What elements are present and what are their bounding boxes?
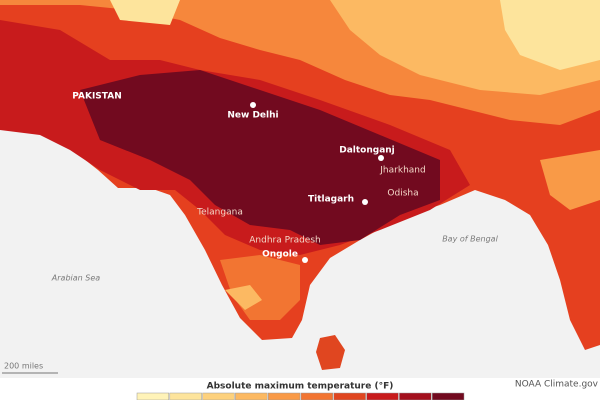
legend-swatch xyxy=(399,392,432,400)
legend-swatch xyxy=(366,392,399,400)
credit: NOAA Climate.gov xyxy=(515,380,599,390)
region-label: Andhra Pradesh xyxy=(249,236,320,246)
scale-label: 200 miles xyxy=(4,362,43,371)
sea-label: Bay of Bengal xyxy=(442,235,498,244)
country-label: PAKISTAN xyxy=(72,92,121,102)
legend-title: Absolute maximum temperature (°F) xyxy=(207,382,394,392)
sea-label: Arabian Sea xyxy=(51,274,100,283)
legend-swatch xyxy=(333,392,366,400)
city-label: Ongole xyxy=(262,250,298,260)
region-label: Telangana xyxy=(196,208,243,218)
city-label: Daltonganj xyxy=(339,146,395,156)
legend-swatch xyxy=(300,392,334,400)
legend-swatch xyxy=(202,392,235,400)
land xyxy=(0,0,600,370)
legend xyxy=(136,392,465,400)
region-label: Odisha xyxy=(387,189,418,199)
legend-swatch xyxy=(267,392,301,400)
legend-swatch xyxy=(235,392,268,400)
legend-swatch xyxy=(431,392,465,400)
city-label: New Delhi xyxy=(227,111,278,121)
legend-swatch xyxy=(136,392,170,400)
city-markers xyxy=(250,102,384,263)
region-label: Jharkhand xyxy=(379,166,425,176)
city-label: Titlagarh xyxy=(308,195,354,205)
legend-swatch xyxy=(169,392,202,400)
